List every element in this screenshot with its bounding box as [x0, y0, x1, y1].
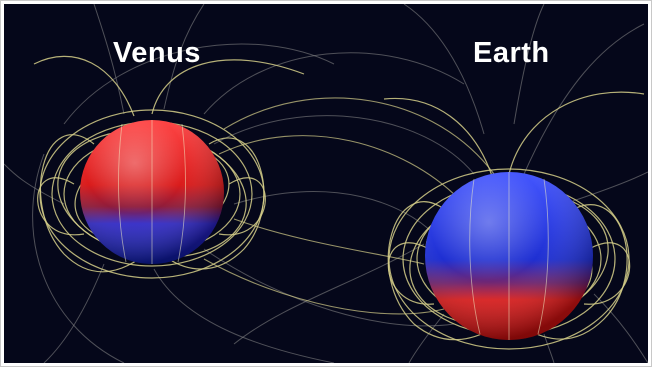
field-illustration [4, 4, 648, 363]
connecting-field-lines [203, 97, 495, 315]
foreground-field-lines [118, 120, 549, 340]
faint-field-lines [4, 4, 648, 363]
earth-label: Earth [473, 37, 550, 69]
magnetic-field-scene: Venus Earth [4, 4, 648, 363]
venus-label: Venus [113, 37, 201, 69]
